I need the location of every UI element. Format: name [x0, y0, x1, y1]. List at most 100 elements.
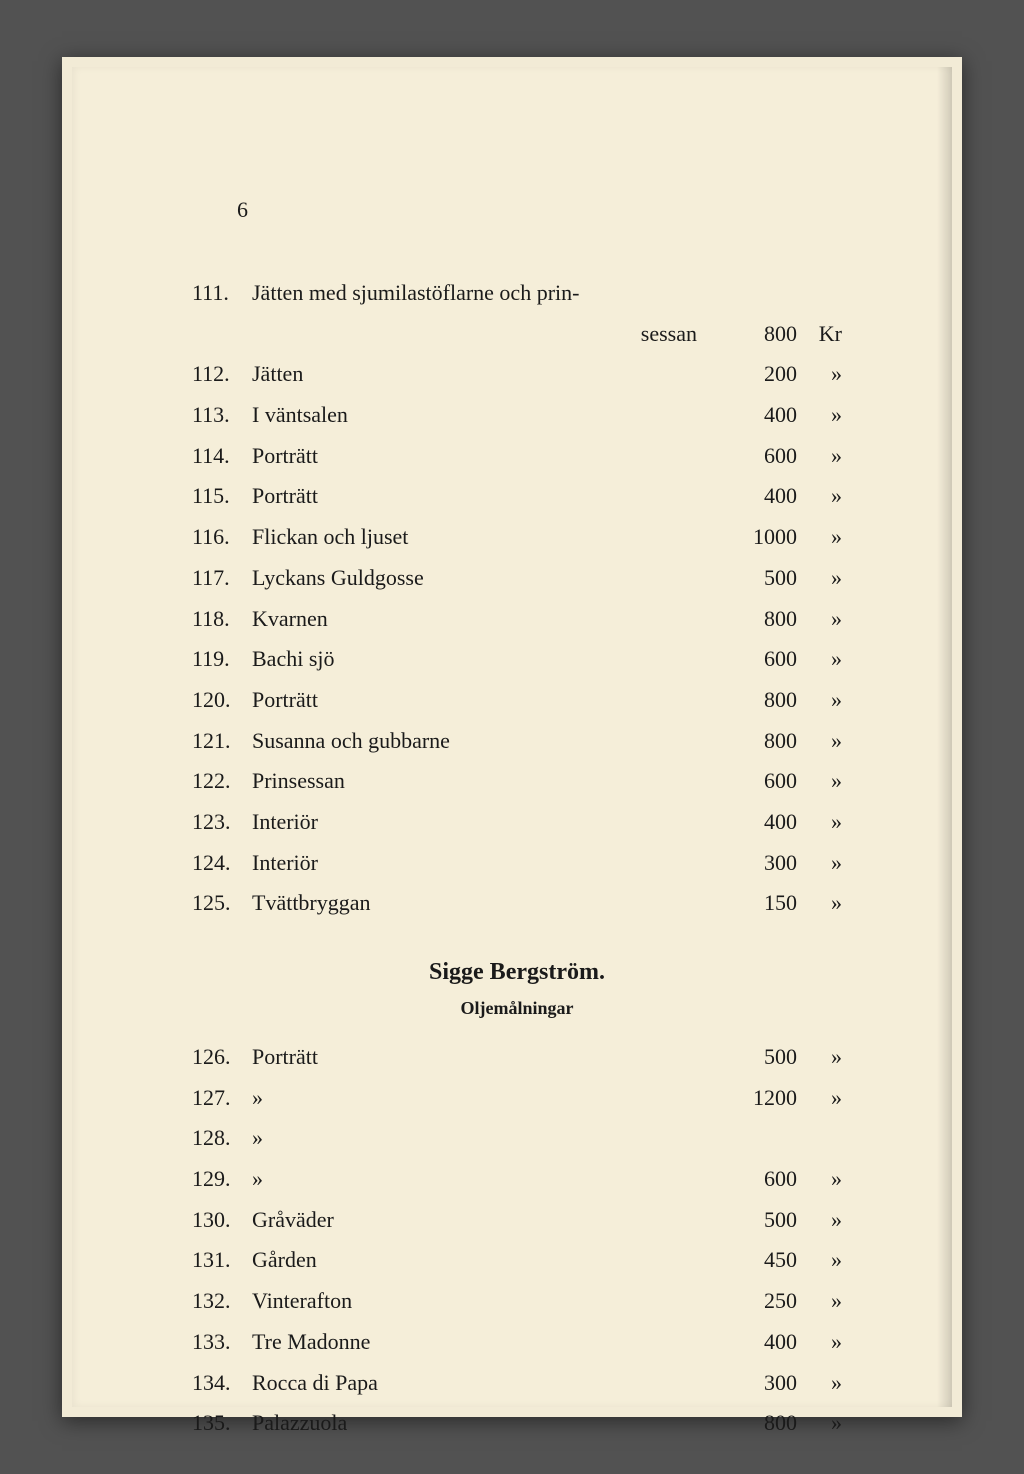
entry-number: 116. [192, 517, 252, 558]
entry-unit: » [797, 1281, 842, 1322]
catalog-entry: 115.Porträtt400» [192, 476, 842, 517]
entry-title: Lyckans Guldgosse [252, 558, 717, 599]
entry-title: Porträtt [252, 680, 717, 721]
catalog-entry: 129.»600» [192, 1159, 842, 1200]
entry-title: Interiör [252, 802, 717, 843]
entry-unit: » [797, 639, 842, 680]
catalog-entry: 122.Prinsessan600» [192, 761, 842, 802]
entry-price: 1000 [717, 517, 797, 558]
catalog-entry: 118.Kvarnen800» [192, 599, 842, 640]
entry-title: » [252, 1159, 717, 1200]
entry-title: » [252, 1118, 717, 1159]
entry-price: 600 [717, 1159, 797, 1200]
entry-number: 125. [192, 883, 252, 924]
entry-unit: » [797, 517, 842, 558]
book-container: 6 111.Jätten med sjumilastöflarne och pr… [62, 57, 962, 1417]
entry-number: 128. [192, 1118, 252, 1159]
entry-title: » [252, 1078, 717, 1119]
entry-number: 133. [192, 1322, 252, 1363]
entry-unit: » [797, 1078, 842, 1119]
entry-price: 800 [717, 680, 797, 721]
entry-price: 400 [717, 1322, 797, 1363]
entry-title: Porträtt [252, 1037, 717, 1078]
catalog-entry: 120.Porträtt800» [192, 680, 842, 721]
entry-title: Jätten [252, 354, 717, 395]
entry-title: Prinsessan [252, 761, 717, 802]
entry-unit: » [797, 395, 842, 436]
entry-price: 500 [717, 1200, 797, 1241]
entry-unit: » [797, 1240, 842, 1281]
entry-price: 800 [717, 1403, 797, 1444]
entry-title: Interiör [252, 843, 717, 884]
entry-unit: » [797, 843, 842, 884]
entry-unit: » [797, 1403, 842, 1444]
catalog-entry: 131.Gården450» [192, 1240, 842, 1281]
entry-title: Flickan och ljuset [252, 517, 717, 558]
entry-unit: » [797, 1159, 842, 1200]
entry-unit: » [797, 476, 842, 517]
entry-number: 127. [192, 1078, 252, 1119]
catalog-entry: 111.Jätten med sjumilastöflarne och prin… [192, 273, 842, 314]
catalog-entry: 135.Palazzuola800» [192, 1403, 842, 1444]
entry-number: 123. [192, 802, 252, 843]
catalog-entry: 112.Jätten200» [192, 354, 842, 395]
entry-price: 1200 [717, 1078, 797, 1119]
entry-title: Gråväder [252, 1200, 717, 1241]
entry-price: 250 [717, 1281, 797, 1322]
catalog-entry: 132.Vinterafton250» [192, 1281, 842, 1322]
entry-title: Vinterafton [252, 1281, 717, 1322]
catalog-entry: 127.»1200» [192, 1078, 842, 1119]
entry-price: 300 [717, 1363, 797, 1404]
catalog-entry: 121.Susanna och gubbarne800» [192, 721, 842, 762]
catalog-entry: 130.Gråväder500» [192, 1200, 842, 1241]
entry-number: 131. [192, 1240, 252, 1281]
catalog-entry: 123.Interiör400» [192, 802, 842, 843]
entry-unit: » [797, 1322, 842, 1363]
entry-number: 124. [192, 843, 252, 884]
page: 6 111.Jätten med sjumilastöflarne och pr… [72, 67, 952, 1407]
entry-title: Susanna och gubbarne [252, 721, 717, 762]
entry-title: Tre Madonne [252, 1322, 717, 1363]
entry-number: 132. [192, 1281, 252, 1322]
catalog-entry: 124.Interiör300» [192, 843, 842, 884]
entry-price: 800 [717, 599, 797, 640]
entry-price: 600 [717, 436, 797, 477]
section-subtitle: Oljemålningar [192, 998, 842, 1019]
entries-list-1: 111.Jätten med sjumilastöflarne och prin… [192, 273, 842, 924]
entry-unit: » [797, 436, 842, 477]
entry-title: Jätten med sjumilastöflarne och prin- [252, 273, 717, 314]
entry-unit: » [797, 802, 842, 843]
entry-price: 500 [717, 558, 797, 599]
entry-number: 130. [192, 1200, 252, 1241]
catalog-entry: 113.I väntsalen400» [192, 395, 842, 436]
entry-number: 121. [192, 721, 252, 762]
entry-unit: » [797, 761, 842, 802]
entry-number: 117. [192, 558, 252, 599]
catalog-entry: 134.Rocca di Papa300» [192, 1363, 842, 1404]
entry-title: Kvarnen [252, 599, 717, 640]
catalog-entry: 128.» [192, 1118, 842, 1159]
entry-title: Gården [252, 1240, 717, 1281]
entry-title: I väntsalen [252, 395, 717, 436]
entry-title: Porträtt [252, 476, 717, 517]
entry-price: 500 [717, 1037, 797, 1078]
entry-number: 122. [192, 761, 252, 802]
section-title: Sigge Bergström. [192, 959, 842, 986]
entry-unit: » [797, 883, 842, 924]
entry-unit: » [797, 558, 842, 599]
entry-title: sessan [252, 314, 717, 355]
entry-price: 400 [717, 476, 797, 517]
entry-unit: » [797, 599, 842, 640]
entry-unit: Kr [797, 314, 842, 355]
entry-unit: » [797, 354, 842, 395]
entry-price: 300 [717, 843, 797, 884]
entry-number: 119. [192, 639, 252, 680]
catalog-entry: 114.Porträtt600» [192, 436, 842, 477]
entry-title: Palazzuola [252, 1403, 717, 1444]
entry-number: 120. [192, 680, 252, 721]
entry-price: 800 [717, 721, 797, 762]
catalog-entry: sessan800Kr [192, 314, 842, 355]
entry-unit: » [797, 680, 842, 721]
entry-price: 400 [717, 395, 797, 436]
entry-price: 200 [717, 354, 797, 395]
